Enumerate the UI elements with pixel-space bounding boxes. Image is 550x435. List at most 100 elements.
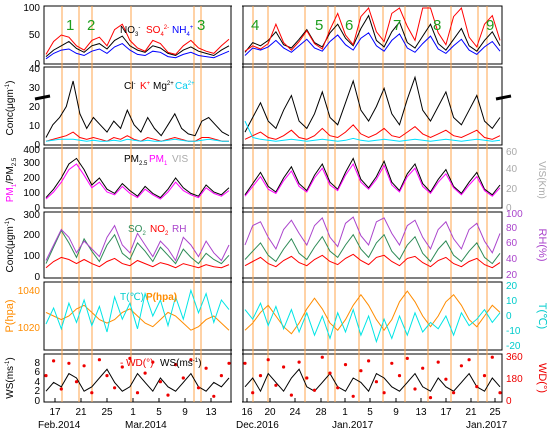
ytick-label: 0 (34, 140, 40, 151)
ytick-label: 10 (29, 121, 41, 132)
panel-ions-2-frame (43, 66, 503, 146)
series-wind-wd--point (282, 365, 286, 369)
series-wind-wd--point (90, 391, 94, 395)
legend-vis: VIS (172, 154, 188, 165)
axis-break-marks (34, 94, 512, 101)
series-wind-wd--point (196, 386, 201, 390)
series-wind-wd--point (482, 374, 487, 378)
xtick-label: 21 (465, 407, 477, 418)
y2tick-label: 0 (506, 311, 512, 322)
episode-lines (61, 6, 488, 402)
legend-met: T(℃) P(hpa) (120, 292, 177, 303)
legend-rh: RH (172, 224, 186, 235)
month-label: Dec.2016 (236, 420, 279, 430)
xtick-label: 5 (156, 407, 162, 418)
series-ions-1-so42--line-a (45, 23, 230, 55)
series-wind-wd--point (305, 376, 309, 380)
series-wind-wd--point (328, 371, 332, 375)
episode-label-3: 3 (197, 17, 205, 34)
series-met-t--line-a (45, 288, 230, 333)
series-wind-wd--point (74, 380, 79, 384)
series-wind-wd--point (336, 386, 340, 390)
series-wind-wd--point (421, 366, 425, 370)
series-gas-so2-line-a (45, 229, 230, 265)
xtick-label: 25 (489, 407, 501, 418)
series-wind-wd--point (143, 371, 147, 375)
ytick-label: 0 (34, 59, 40, 70)
xtick-label: 1 (130, 407, 136, 418)
month-label: Jan.2017 (332, 420, 374, 430)
xtick-label: 21 (75, 407, 87, 418)
series-wind-wd--point (59, 387, 63, 391)
legend-gas: SO2 NO2 RH (128, 224, 186, 237)
ytick-label: 20 (29, 102, 41, 113)
xtick-label: 9 (393, 407, 399, 418)
x-axis-labels: 17 21 25 1 5 9 13 16 20 24 28 1 5 9 13 1… (38, 407, 508, 431)
y2label-wd: WD(°) (536, 363, 548, 393)
ytick-label: 200 (23, 173, 40, 184)
episode-label-1: 1 (66, 17, 74, 34)
series-wind-wd--point (413, 387, 417, 391)
series-wind-wd--point (397, 374, 402, 378)
y2tick-label: 10 (506, 296, 518, 307)
month-label: Feb.2014 (38, 420, 81, 430)
legend-ws: WS(ms-1) (160, 358, 201, 369)
y2label-vis: VIS(Km) (536, 161, 547, 199)
y2tick-label: 60 (506, 238, 518, 249)
series-wind-wd--point (459, 364, 463, 368)
y2tick-label: 20 (506, 281, 518, 292)
panel-pm-frame (43, 147, 503, 209)
series-layer (44, 6, 502, 400)
series-wind-wd--point (266, 358, 270, 362)
y2tick-label: 80 (506, 223, 518, 234)
panel-wind-frame (43, 353, 503, 403)
series-wind-wd--point (243, 361, 247, 365)
legend-cl: Cl- (124, 81, 135, 92)
legend-wd: - WD(°) (120, 358, 153, 369)
ytick-label: 100 (23, 251, 40, 262)
ytick-label: 4 (34, 377, 40, 388)
y2tick-label: 60 (506, 147, 518, 158)
month-label: Mar.2014 (125, 420, 167, 430)
series-wind-wd--point (359, 369, 363, 373)
series-wind-wd--point (219, 374, 223, 378)
y2tick-label: 40 (506, 254, 518, 265)
xtick-label: 24 (289, 407, 301, 418)
ytick-label: 8 (34, 358, 40, 369)
series-wind-wd--point (227, 361, 231, 365)
series-gas-no2-line-b (244, 253, 501, 269)
legend-ions-1: NO3- SO42- NH4+ (120, 25, 194, 38)
series-wind-wd--point (128, 356, 132, 360)
series-ions-2-ca2--line-a (45, 138, 229, 142)
series-wind-wd--point (113, 386, 117, 390)
ylabel-gas: Conc(μgm-1) (5, 217, 16, 272)
ytick-label: 200 (23, 230, 40, 241)
panel-ions-2: 0 10 20 30 40 Cl- K+ Mg2+ Ca2+ (29, 64, 512, 151)
series-wind-wd--point (428, 396, 433, 400)
legend-pm: PM2.5 PM1 VIS (124, 154, 188, 167)
xtick-label: 1 (342, 407, 348, 418)
y2label-rh: RH(%) (536, 229, 548, 262)
legend-k: K+ (140, 81, 151, 92)
y2tick-label: 100 (506, 209, 523, 220)
series-wind-wd--point (289, 393, 293, 397)
series-gas-so2-line-b (244, 233, 501, 265)
panel-pm: 0 100 200 300 400 0 20 40 60 PM2.5 PM1 V… (5, 145, 547, 214)
series-wind-wd--point (475, 385, 479, 389)
panel-met-frame (43, 281, 503, 351)
series-ions-1-nh4--line-b (244, 32, 501, 56)
ytick-label: 50 (29, 30, 41, 41)
month-label: Jan.2017 (466, 420, 508, 430)
ylabel-ws: WS(ms-1) (5, 357, 16, 398)
xtick-label: 20 (264, 407, 276, 418)
series-wind-wd--point (258, 374, 263, 378)
episode-label-9: 9 (486, 17, 494, 34)
series-met-p-hpa--line-b (244, 290, 501, 335)
legend-mg: Mg2+ (153, 81, 174, 92)
series-wind-ws-ms-1--line-a (45, 368, 230, 393)
series-wind-wd--point (151, 360, 155, 364)
panel-frames (43, 5, 503, 403)
series-pm-pm2-5-line-a (45, 157, 230, 199)
series-wind-wd--point (158, 380, 162, 384)
y2tick-label: 0 (506, 203, 512, 214)
